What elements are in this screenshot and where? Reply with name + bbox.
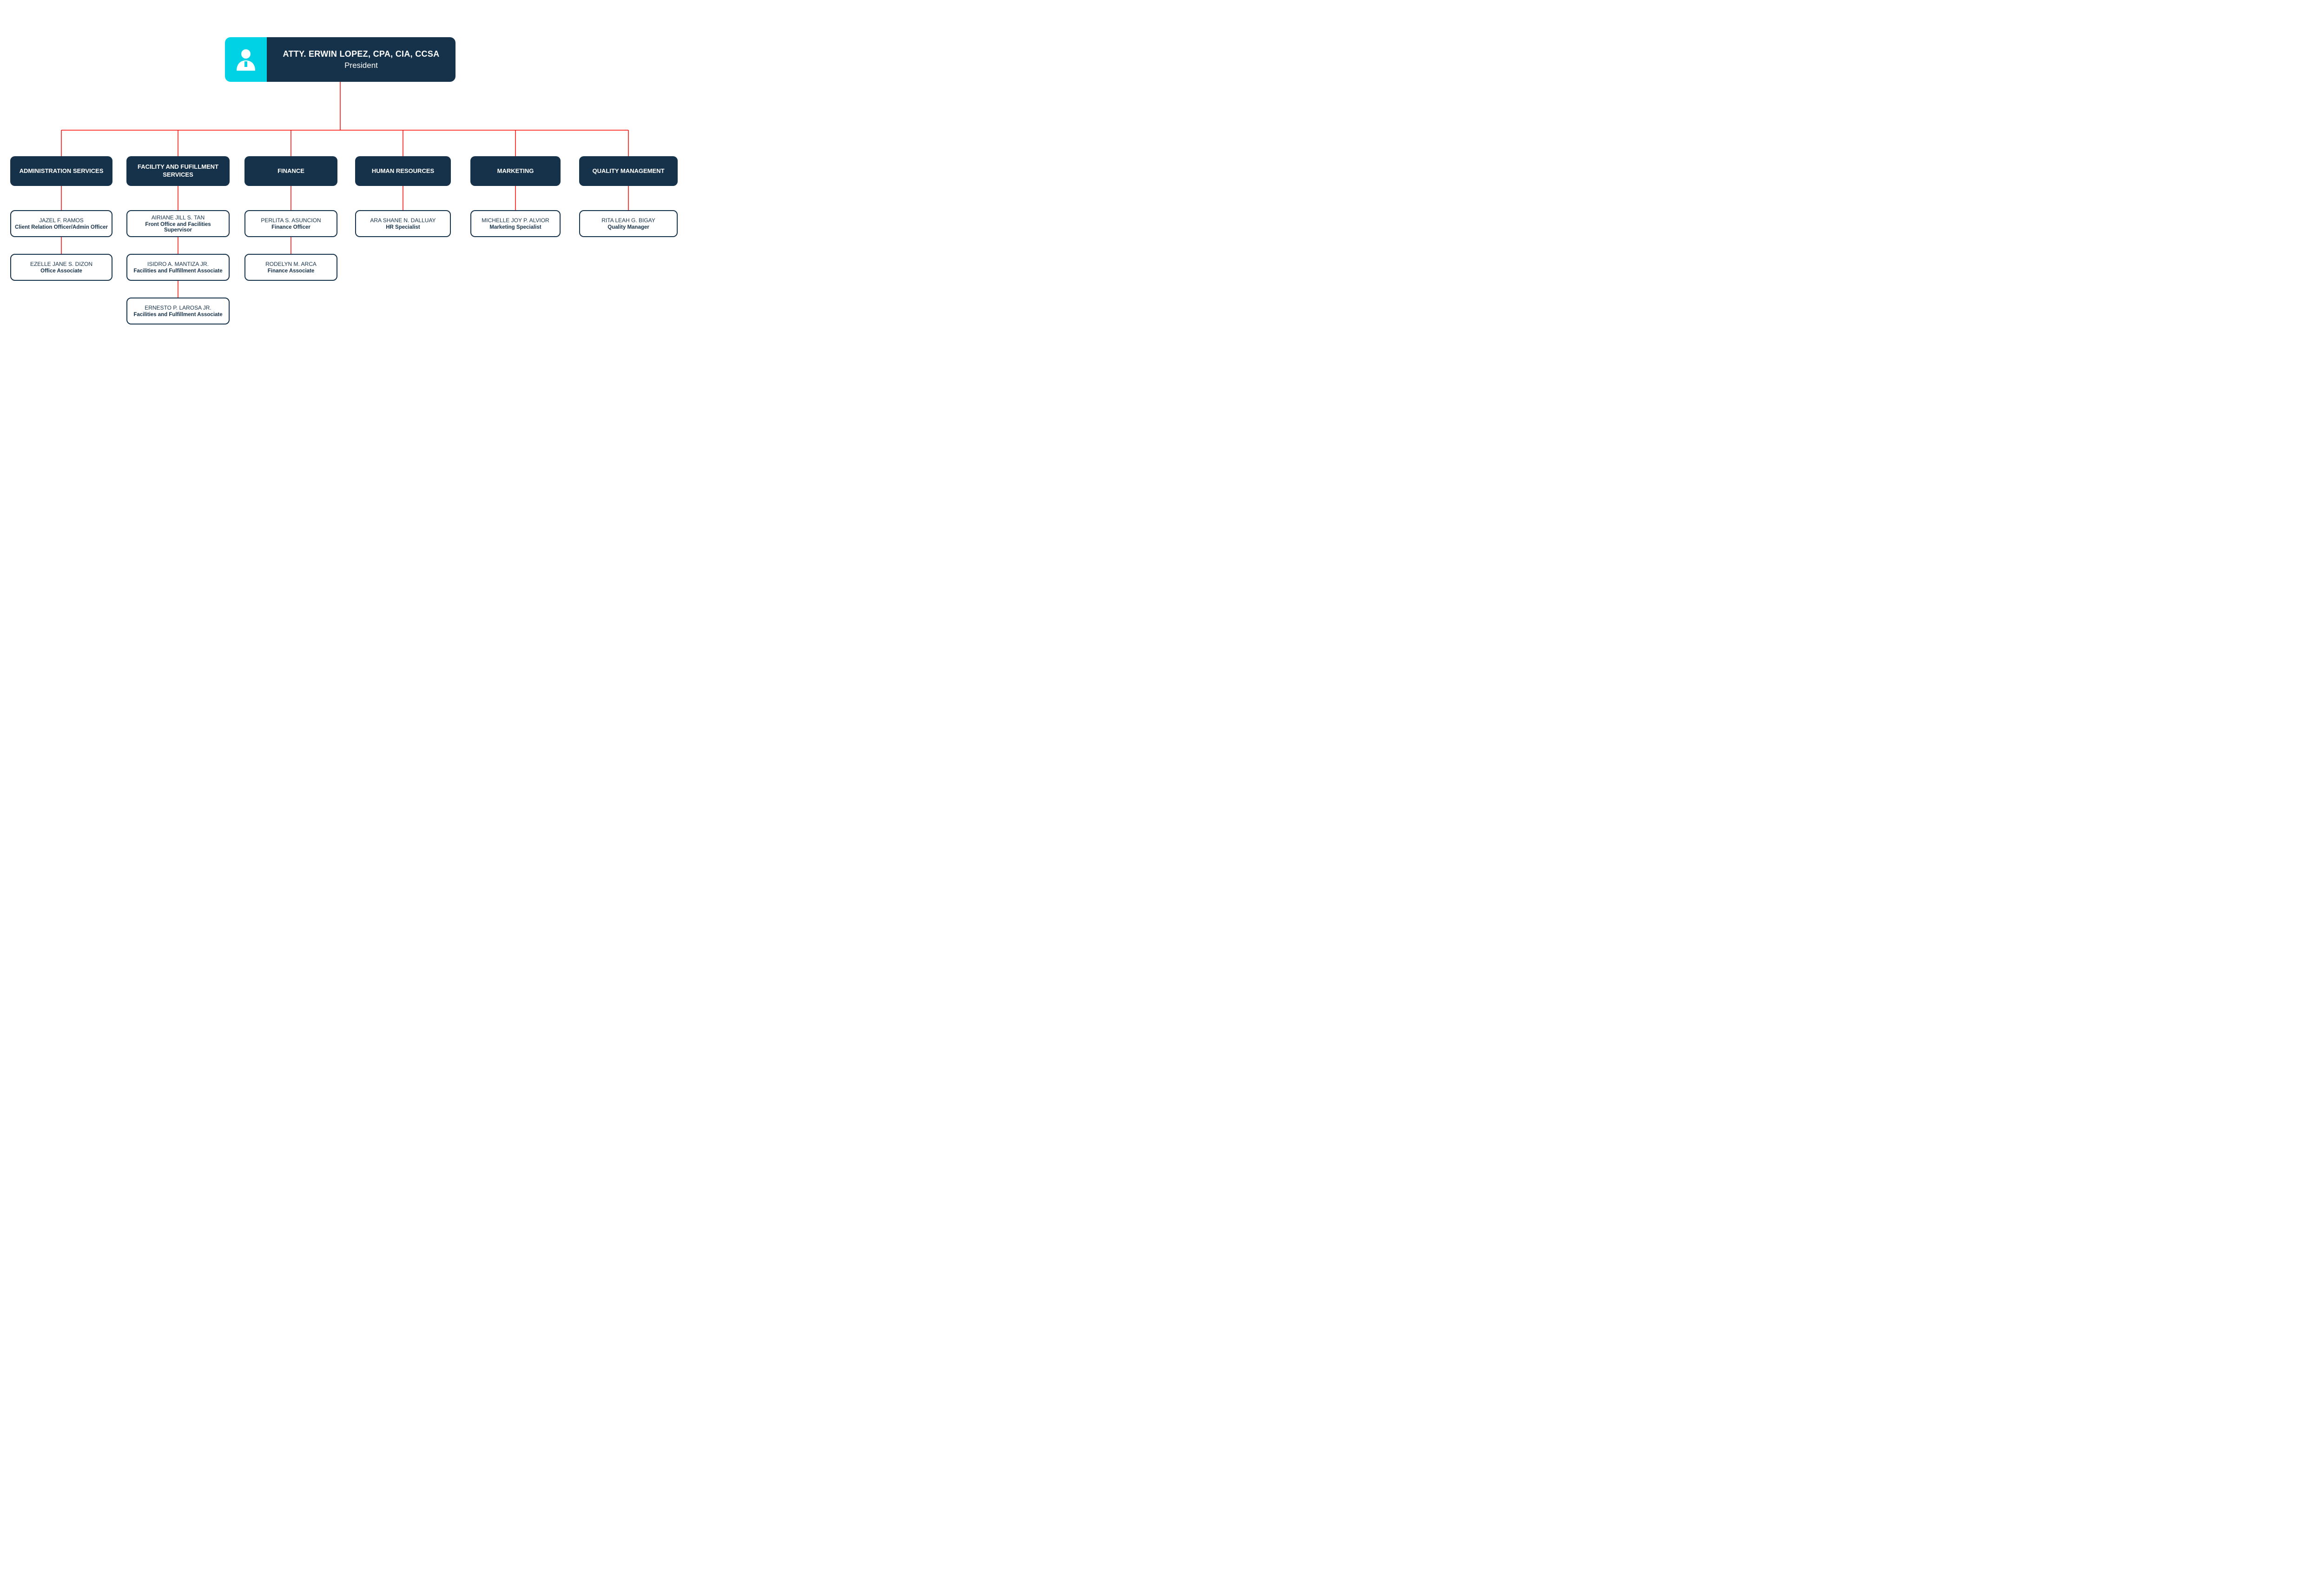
person-title: HR Specialist bbox=[386, 225, 420, 230]
person-node: EZELLE JANE S. DIZON Office Associate bbox=[10, 254, 112, 281]
org-chart: ATTY. ERWIN LOPEZ, CPA, CIA, CCSA Presid… bbox=[0, 0, 697, 392]
person-name: ISIDRO A. MANTIZA JR. bbox=[147, 261, 209, 267]
dept-label: QUALITY MANAGEMENT bbox=[592, 167, 664, 175]
person-icon bbox=[225, 37, 267, 82]
person-node: ERNESTO P. LAROSA JR. Facilities and Ful… bbox=[126, 298, 230, 324]
person-title: Facilities and Fulfillment Associate bbox=[133, 312, 222, 318]
dept-label: ADMINISTRATION SERVICES bbox=[20, 167, 104, 175]
dept-administration: ADMINISTRATION SERVICES bbox=[10, 156, 112, 186]
person-name: RITA LEAH G. BIGAY bbox=[601, 217, 655, 224]
president-text: ATTY. ERWIN LOPEZ, CPA, CIA, CCSA Presid… bbox=[267, 37, 456, 82]
person-node: ISIDRO A. MANTIZA JR. Facilities and Ful… bbox=[126, 254, 230, 281]
person-name: PERLITA S. ASUNCION bbox=[261, 217, 321, 224]
person-name: JAZEL F. RAMOS bbox=[39, 217, 84, 224]
person-title: Front Office and Facilities Supervisor bbox=[131, 222, 225, 233]
dept-finance: FINANCE bbox=[244, 156, 337, 186]
dept-label: FACILITY AND FUFILLMENT SERVICES bbox=[131, 163, 225, 179]
person-title: Finance Officer bbox=[271, 225, 310, 230]
person-name: RODELYN M. ARCA bbox=[265, 261, 317, 267]
person-name: AIRIANE JILL S. TAN bbox=[152, 214, 205, 221]
person-name: EZELLE JANE S. DIZON bbox=[30, 261, 92, 267]
person-node: AIRIANE JILL S. TAN Front Office and Fac… bbox=[126, 210, 230, 237]
person-title: Office Associate bbox=[40, 268, 82, 274]
person-name: ERNESTO P. LAROSA JR. bbox=[145, 305, 211, 311]
person-title: Finance Associate bbox=[268, 268, 315, 274]
dept-label: HUMAN RESOURCES bbox=[372, 167, 434, 175]
president-node: ATTY. ERWIN LOPEZ, CPA, CIA, CCSA Presid… bbox=[225, 37, 456, 82]
dept-facility: FACILITY AND FUFILLMENT SERVICES bbox=[126, 156, 230, 186]
dept-marketing: MARKETING bbox=[470, 156, 561, 186]
person-name: ARA SHANE N. DALLUAY bbox=[370, 217, 436, 224]
person-name: MICHELLE JOY P. ALVIOR bbox=[482, 217, 549, 224]
person-node: JAZEL F. RAMOS Client Relation Officer/A… bbox=[10, 210, 112, 237]
president-title: President bbox=[344, 61, 378, 70]
president-name: ATTY. ERWIN LOPEZ, CPA, CIA, CCSA bbox=[283, 49, 440, 59]
person-title: Marketing Specialist bbox=[489, 225, 541, 230]
dept-hr: HUMAN RESOURCES bbox=[355, 156, 451, 186]
person-title: Quality Manager bbox=[607, 225, 649, 230]
person-node: PERLITA S. ASUNCION Finance Officer bbox=[244, 210, 337, 237]
avatar-icon bbox=[234, 46, 258, 73]
person-title: Client Relation Officer/Admin Officer bbox=[15, 225, 108, 230]
person-node: ARA SHANE N. DALLUAY HR Specialist bbox=[355, 210, 451, 237]
person-node: RODELYN M. ARCA Finance Associate bbox=[244, 254, 337, 281]
person-node: RITA LEAH G. BIGAY Quality Manager bbox=[579, 210, 678, 237]
person-title: Facilities and Fulfillment Associate bbox=[133, 268, 222, 274]
dept-label: MARKETING bbox=[497, 167, 534, 175]
person-node: MICHELLE JOY P. ALVIOR Marketing Special… bbox=[470, 210, 561, 237]
dept-quality: QUALITY MANAGEMENT bbox=[579, 156, 678, 186]
dept-label: FINANCE bbox=[277, 167, 304, 175]
